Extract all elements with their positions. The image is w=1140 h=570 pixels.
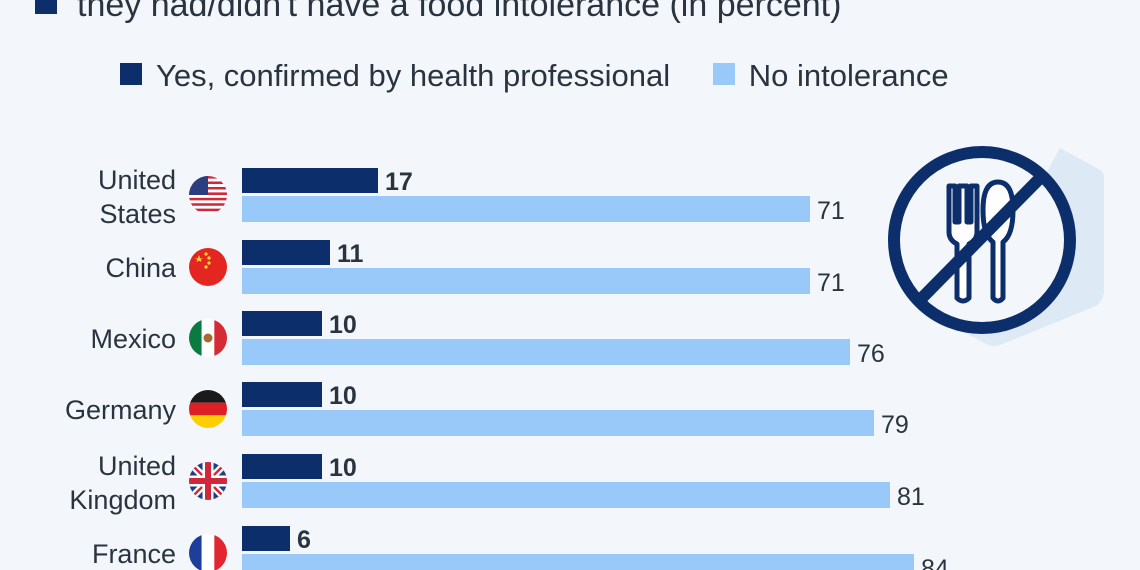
us-flag-icon (189, 176, 227, 214)
category-label: States (99, 199, 176, 229)
legend-swatch-no (712, 63, 735, 85)
bar-no (242, 268, 810, 294)
category-label: France (92, 539, 176, 569)
bar-yes (242, 311, 322, 336)
china-flag-icon (189, 248, 227, 286)
legend-swatch-yes (120, 63, 142, 85)
value-label-yes: 6 (297, 526, 311, 554)
value-label-no: 76 (857, 340, 885, 368)
bar-yes (242, 454, 322, 479)
value-label-yes: 10 (329, 311, 357, 339)
chart-subtitle: they had/didn't have a food intolerance … (35, 0, 841, 25)
bar-yes (242, 240, 330, 265)
value-label-yes: 11 (337, 240, 364, 268)
category-label: United (98, 451, 176, 481)
category-label: Mexico (90, 324, 176, 354)
value-label-yes: 17 (385, 168, 413, 196)
category-label: Germany (65, 395, 177, 425)
bar-no (242, 482, 890, 508)
category-label: United (98, 165, 176, 195)
bar-no (242, 410, 874, 436)
legend-item-yes: Yes, confirmed by health professional (120, 58, 670, 94)
france-flag-icon (189, 534, 227, 570)
bar-yes (242, 526, 290, 551)
bar-no (242, 554, 914, 570)
value-label-no: 81 (897, 483, 925, 511)
bar-yes (242, 382, 322, 407)
category-label: China (105, 253, 177, 283)
value-label-no: 71 (817, 197, 845, 225)
bar-yes (242, 168, 378, 193)
mexico-flag-icon (189, 319, 227, 357)
germany-flag-icon (189, 390, 227, 428)
value-label-yes: 10 (329, 454, 357, 482)
legend-item-no: No intolerance (712, 58, 949, 94)
legend-label-yes: Yes, confirmed by health professional (156, 58, 671, 93)
value-label-no: 84 (921, 555, 949, 570)
bar-no (242, 339, 850, 365)
legend-label-no: No intolerance (748, 58, 949, 93)
category-label: Kingdom (69, 485, 176, 515)
subtitle-text: they had/didn't have a food intolerance … (77, 0, 842, 24)
legend: Yes, confirmed by health professional No… (120, 58, 983, 94)
uk-flag-icon (189, 462, 227, 500)
no-cutlery-icon (888, 146, 1104, 346)
bar-no (242, 196, 810, 222)
value-label-yes: 10 (329, 382, 357, 410)
value-label-no: 71 (817, 269, 845, 297)
subtitle-swatch (35, 0, 57, 14)
value-label-no: 79 (881, 411, 909, 439)
